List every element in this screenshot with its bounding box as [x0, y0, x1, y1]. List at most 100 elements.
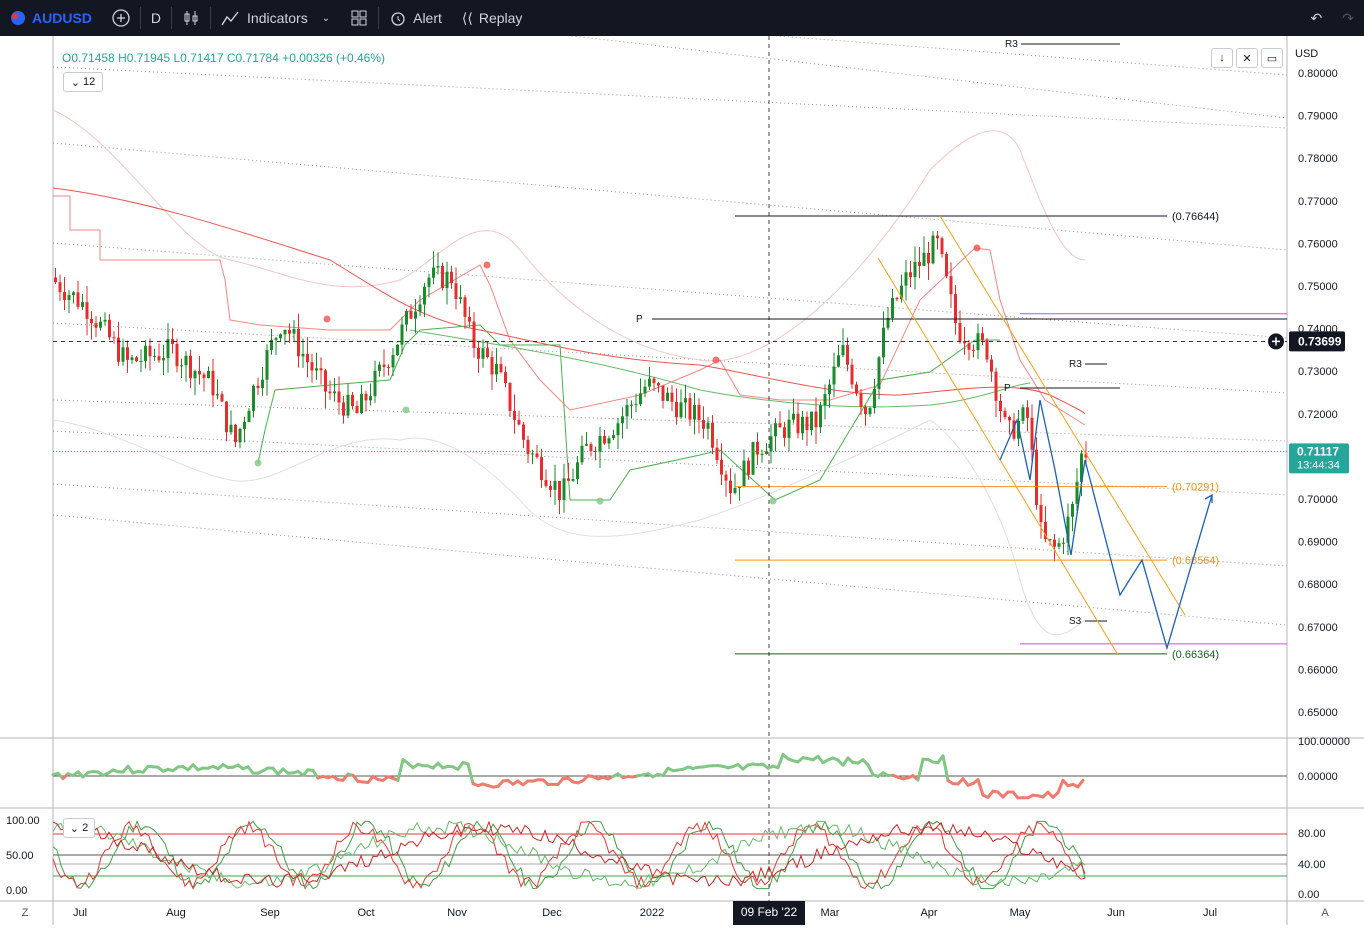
add-symbol-button[interactable] [102, 0, 140, 36]
candle-body [419, 304, 422, 311]
candle-body [846, 345, 849, 365]
candle-body [788, 420, 791, 438]
candle-body [446, 272, 449, 288]
fib-level-label: (0.68564) [1172, 555, 1219, 567]
oscillator-tick: 100.00000 [1298, 736, 1350, 748]
candle-body [383, 365, 386, 367]
candle-body [752, 442, 755, 475]
supertrend-dot [324, 316, 331, 323]
y-tick-label: 0.65000 [1298, 707, 1338, 719]
x-tick-label: Jul [73, 907, 87, 919]
candle-body [914, 262, 917, 277]
candle-body [918, 262, 921, 266]
redo-button[interactable]: ↷ [1332, 0, 1364, 36]
pivot-label: R3 [1005, 39, 1018, 50]
candle-body [302, 354, 305, 356]
candle-body [842, 345, 845, 355]
grid-icon [350, 9, 368, 27]
symbol-selector[interactable]: AUDUSD [0, 0, 102, 36]
pane-indicator-collapse-button[interactable]: ⌄ 2 [63, 818, 95, 838]
candle-body [126, 347, 129, 360]
candle-body [153, 356, 156, 357]
candle-body [338, 391, 341, 402]
candle-body [464, 297, 467, 317]
candle-body [828, 385, 831, 394]
chevron-down-icon: ⌄ [322, 13, 330, 24]
candle-body [491, 357, 494, 374]
supertrend-dot [713, 357, 720, 364]
candle-body [212, 371, 215, 396]
maximize-button[interactable]: ✕ [1236, 48, 1258, 68]
restore-button[interactable]: ▭ [1261, 48, 1283, 68]
candle-body [891, 298, 894, 318]
candle-body [702, 420, 705, 429]
candle-body [716, 448, 719, 460]
candle-body [459, 297, 462, 299]
candle-body [252, 386, 255, 411]
candle-body [527, 440, 530, 454]
fib-level-label: (0.70291) [1172, 482, 1219, 494]
candle-body [500, 364, 503, 372]
candle-body [761, 454, 764, 455]
candle-body [1076, 482, 1079, 504]
x-tick-label: Apr [920, 907, 937, 919]
candle-body [621, 416, 624, 423]
candle-body [261, 380, 264, 388]
redo-icon: ↷ [1342, 10, 1354, 27]
candle-body [923, 253, 926, 266]
replay-label: Replay [479, 10, 523, 26]
candle-body [590, 444, 593, 451]
candle-body [509, 383, 512, 411]
candle-body [1031, 418, 1034, 450]
candle-body [423, 287, 426, 305]
indicators-collapse-button[interactable]: ⌄ 12 [63, 72, 103, 92]
candle-body [329, 392, 332, 394]
candle-body [477, 348, 480, 359]
replay-button[interactable]: ⟨⟨ Replay [452, 0, 533, 36]
undo-button[interactable]: ↶ [1301, 0, 1333, 36]
candle-body [1058, 543, 1061, 546]
y-tick-label: 0.72000 [1298, 409, 1338, 421]
candle-body [576, 462, 579, 479]
candle-body [135, 357, 138, 361]
alert-button[interactable]: Alert [379, 0, 452, 36]
indicators-button[interactable]: Indicators ⌄ [211, 0, 340, 36]
candle-body [122, 347, 125, 361]
candle-body [149, 346, 152, 356]
arrow-down-icon: ↓ [1219, 52, 1225, 64]
price-chart[interactable]: 0.800000.790000.780000.770000.760000.750… [0, 36, 1364, 925]
candles-icon [182, 9, 200, 27]
candle-body [648, 379, 651, 387]
candle-body [347, 395, 350, 416]
ohlc-change: +0.00326 (+0.46%) [282, 51, 385, 65]
interval-button[interactable]: D [141, 0, 171, 36]
candle-body [801, 417, 804, 434]
candle-body [113, 337, 116, 338]
candle-body [563, 478, 566, 500]
candle-body [450, 272, 453, 283]
candle-body [657, 383, 660, 385]
candle-body [941, 238, 944, 254]
scroll-down-button[interactable]: ↓ [1211, 48, 1233, 68]
candle-body [572, 479, 575, 481]
chart-type-button[interactable] [172, 0, 210, 36]
currency-label: USD [1295, 48, 1318, 60]
candle-body [936, 236, 939, 239]
candle-body [234, 425, 237, 442]
candle-body [257, 386, 260, 388]
layouts-button[interactable] [340, 0, 378, 36]
oscillator-tick: 0.00000 [1298, 771, 1338, 783]
candle-body [324, 370, 327, 391]
supertrend-dot [597, 498, 604, 505]
chevron-down-icon: ⌄ [70, 822, 82, 835]
candle-body [194, 371, 197, 378]
x-tick-label: 2022 [640, 907, 664, 919]
candle-body [293, 329, 296, 334]
candle-body [180, 365, 183, 366]
stoch-left-tick: 50.00 [6, 850, 34, 862]
candle-body [468, 317, 471, 322]
candle-body [198, 371, 201, 374]
candle-body [981, 333, 984, 340]
candle-body [239, 429, 242, 442]
